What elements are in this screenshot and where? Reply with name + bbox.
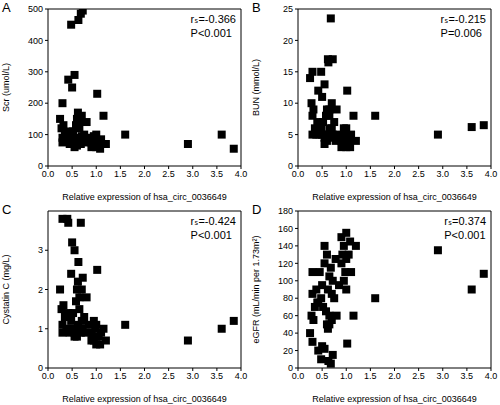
svg-text:1.5: 1.5: [364, 371, 377, 381]
svg-text:0: 0: [38, 161, 43, 171]
svg-text:0.0: 0.0: [292, 371, 305, 381]
svg-text:1.5: 1.5: [364, 169, 377, 179]
svg-text:10: 10: [283, 98, 293, 108]
svg-text:0.5: 0.5: [66, 169, 79, 179]
html-text:P<0.001: P<0.001: [190, 229, 232, 241]
svg-text:1: 1: [38, 324, 43, 334]
svg-text:20: 20: [283, 346, 293, 356]
svg-text:4.0: 4.0: [485, 169, 492, 179]
svg-text:25: 25: [283, 4, 293, 14]
html-text:P=0.006: P=0.006: [440, 27, 482, 39]
svg-text:Relative expression of hsa_cir: Relative expression of hsa_circ_0036649: [62, 192, 227, 202]
svg-text:3.5: 3.5: [211, 169, 224, 179]
html-text:P<0.001: P<0.001: [444, 229, 486, 241]
svg-text:Relative expression of hsa_cir: Relative expression of hsa_circ_0036649: [62, 394, 227, 404]
svg-text:Cystatin C (mg/L): Cystatin C (mg/L): [8, 254, 11, 324]
svg-text:0.5: 0.5: [316, 169, 329, 179]
svg-text:140: 140: [278, 241, 293, 251]
svg-text:2.0: 2.0: [388, 371, 401, 381]
svg-text:0: 0: [38, 363, 43, 373]
svg-text:300: 300: [28, 67, 43, 77]
svg-text:1.0: 1.0: [340, 169, 353, 179]
svg-text:4.0: 4.0: [235, 169, 248, 179]
svg-text:1.0: 1.0: [90, 371, 103, 381]
svg-text:3.5: 3.5: [461, 371, 474, 381]
svg-text:3.0: 3.0: [186, 371, 199, 381]
svg-text:20: 20: [283, 36, 293, 46]
svg-text:160: 160: [278, 224, 293, 234]
svg-text:1.5: 1.5: [114, 371, 127, 381]
svg-text:60: 60: [283, 311, 293, 321]
svg-text:100: 100: [278, 276, 293, 286]
svg-text:2.5: 2.5: [162, 169, 175, 179]
svg-text:80: 80: [283, 293, 293, 303]
svg-text:2: 2: [38, 285, 43, 295]
svg-text:0.0: 0.0: [42, 371, 55, 381]
html-text:rₛ=0.374: rₛ=0.374: [444, 215, 486, 227]
svg-text:0.5: 0.5: [316, 371, 329, 381]
svg-text:4.0: 4.0: [485, 371, 492, 381]
html-text:A: A: [2, 0, 11, 15]
svg-text:2.0: 2.0: [138, 169, 151, 179]
svg-text:Relative expression of hsa_cir: Relative expression of hsa_circ_0036649: [312, 394, 477, 404]
html-text:B: B: [252, 0, 261, 15]
svg-text:2.5: 2.5: [412, 371, 425, 381]
svg-text:0: 0: [288, 363, 293, 373]
html-text:rₛ=-0.366: rₛ=-0.366: [190, 13, 236, 25]
svg-text:40: 40: [283, 328, 293, 338]
svg-text:2.5: 2.5: [162, 371, 175, 381]
svg-text:0.5: 0.5: [66, 371, 79, 381]
svg-text:Scr (umol/L): Scr (umol/L): [8, 63, 11, 112]
html-text:D: D: [252, 202, 262, 217]
svg-text:Relative expression of hsa_cir: Relative expression of hsa_circ_0036649: [312, 192, 477, 202]
svg-text:2.5: 2.5: [412, 169, 425, 179]
svg-text:3.0: 3.0: [436, 371, 449, 381]
svg-text:2.0: 2.0: [138, 371, 151, 381]
svg-text:1.0: 1.0: [340, 371, 353, 381]
svg-text:100: 100: [28, 130, 43, 140]
svg-text:3.0: 3.0: [186, 169, 199, 179]
svg-text:1.5: 1.5: [114, 169, 127, 179]
svg-text:200: 200: [28, 98, 43, 108]
svg-text:15: 15: [283, 67, 293, 77]
svg-text:180: 180: [278, 206, 293, 216]
svg-text:2.0: 2.0: [388, 169, 401, 179]
html-text:C: C: [2, 202, 12, 217]
svg-text:3.5: 3.5: [211, 371, 224, 381]
svg-text:3: 3: [38, 245, 43, 255]
svg-text:3.5: 3.5: [461, 169, 474, 179]
svg-text:0.0: 0.0: [292, 169, 305, 179]
svg-text:1.0: 1.0: [90, 169, 103, 179]
svg-text:400: 400: [28, 36, 43, 46]
svg-text:500: 500: [28, 4, 43, 14]
svg-text:0.0: 0.0: [42, 169, 55, 179]
svg-text:BUN (mmol/L): BUN (mmol/L): [251, 59, 261, 116]
html-text:rₛ=-0.215: rₛ=-0.215: [440, 13, 486, 25]
svg-text:5: 5: [288, 130, 293, 140]
svg-text:4.0: 4.0: [235, 371, 248, 381]
svg-text:120: 120: [278, 259, 293, 269]
html-text:P<0.001: P<0.001: [190, 27, 232, 39]
svg-text:0: 0: [288, 161, 293, 171]
svg-text:3.0: 3.0: [436, 169, 449, 179]
svg-text:eGFR (mL/min per 1.73m²): eGFR (mL/min per 1.73m²): [251, 235, 261, 343]
html-text:rₛ=-0.424: rₛ=-0.424: [190, 215, 236, 227]
